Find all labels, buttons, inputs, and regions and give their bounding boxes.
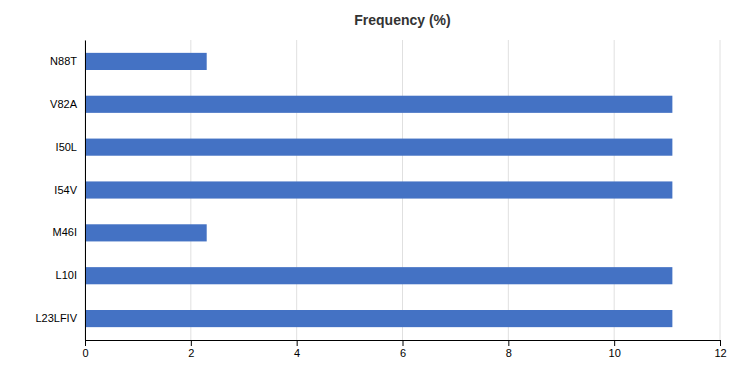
x-tick: 0 [82, 340, 88, 359]
x-tick: 8 [506, 340, 512, 359]
x-tick: 6 [400, 340, 406, 359]
y-tick: L23LFIV [35, 312, 77, 324]
y-tick-label: I54V [54, 184, 77, 196]
plot: 0 2 4 6 8 10 12 L23LFIV L10I M46I I54V I50L V82A N88T [35, 40, 726, 359]
y-tick: V82A [50, 98, 78, 110]
bar [85, 53, 207, 70]
x-tick-label: 0 [82, 347, 88, 359]
x-tick-label: 2 [188, 347, 194, 359]
y-tick-label: V82A [50, 98, 78, 110]
x-tick-label: 4 [294, 347, 300, 359]
bar [85, 224, 207, 241]
y-axis-line [85, 41, 86, 341]
bar [85, 96, 672, 113]
x-tick-mark [720, 340, 721, 346]
y-tick-label: L23LFIV [35, 312, 77, 324]
y-tick: I54V [54, 184, 77, 196]
y-tick-label: I50L [56, 141, 77, 153]
x-tick-mark [508, 340, 509, 346]
y-tick: N88T [50, 55, 77, 67]
x-tick: 4 [294, 340, 300, 359]
grid [85, 40, 720, 340]
bar [85, 139, 672, 156]
bar [85, 310, 672, 327]
x-tick-mark [403, 340, 404, 346]
y-tick-label: M46I [53, 226, 77, 238]
y-tick-label: L10I [56, 269, 77, 281]
bar [85, 181, 672, 198]
x-axis-line [86, 341, 721, 347]
x-tick-label: 8 [506, 347, 512, 359]
x-tick-mark [85, 340, 86, 346]
title: Frequency (%) [354, 12, 450, 28]
x-tick-label: 6 [400, 347, 406, 359]
grid-line [85, 40, 86, 340]
bars [85, 53, 672, 327]
x-tick: 12 [714, 340, 726, 359]
y-tick: M46I [53, 226, 77, 238]
x-tick-label: 12 [714, 347, 726, 359]
grid-line [720, 40, 721, 340]
y-tick: L10I [56, 269, 77, 281]
y-tick: I50L [56, 141, 77, 153]
chart: 0 2 4 6 8 10 12 L23LFIV L10I M46I I54V I50L V82A N88T… [0, 0, 750, 375]
y-tick-label: N88T [50, 55, 77, 67]
x-tick-mark [297, 340, 298, 346]
x-tick-mark [614, 340, 615, 346]
x-axis: 0 2 4 6 8 10 12 [82, 340, 726, 359]
x-tick: 10 [609, 340, 621, 359]
y-axis: L23LFIV L10I M46I I54V I50L V82A N88T [35, 41, 85, 341]
x-tick-mark [191, 340, 192, 346]
bar [85, 267, 672, 284]
x-tick: 2 [188, 340, 194, 359]
x-tick-label: 10 [609, 347, 621, 359]
